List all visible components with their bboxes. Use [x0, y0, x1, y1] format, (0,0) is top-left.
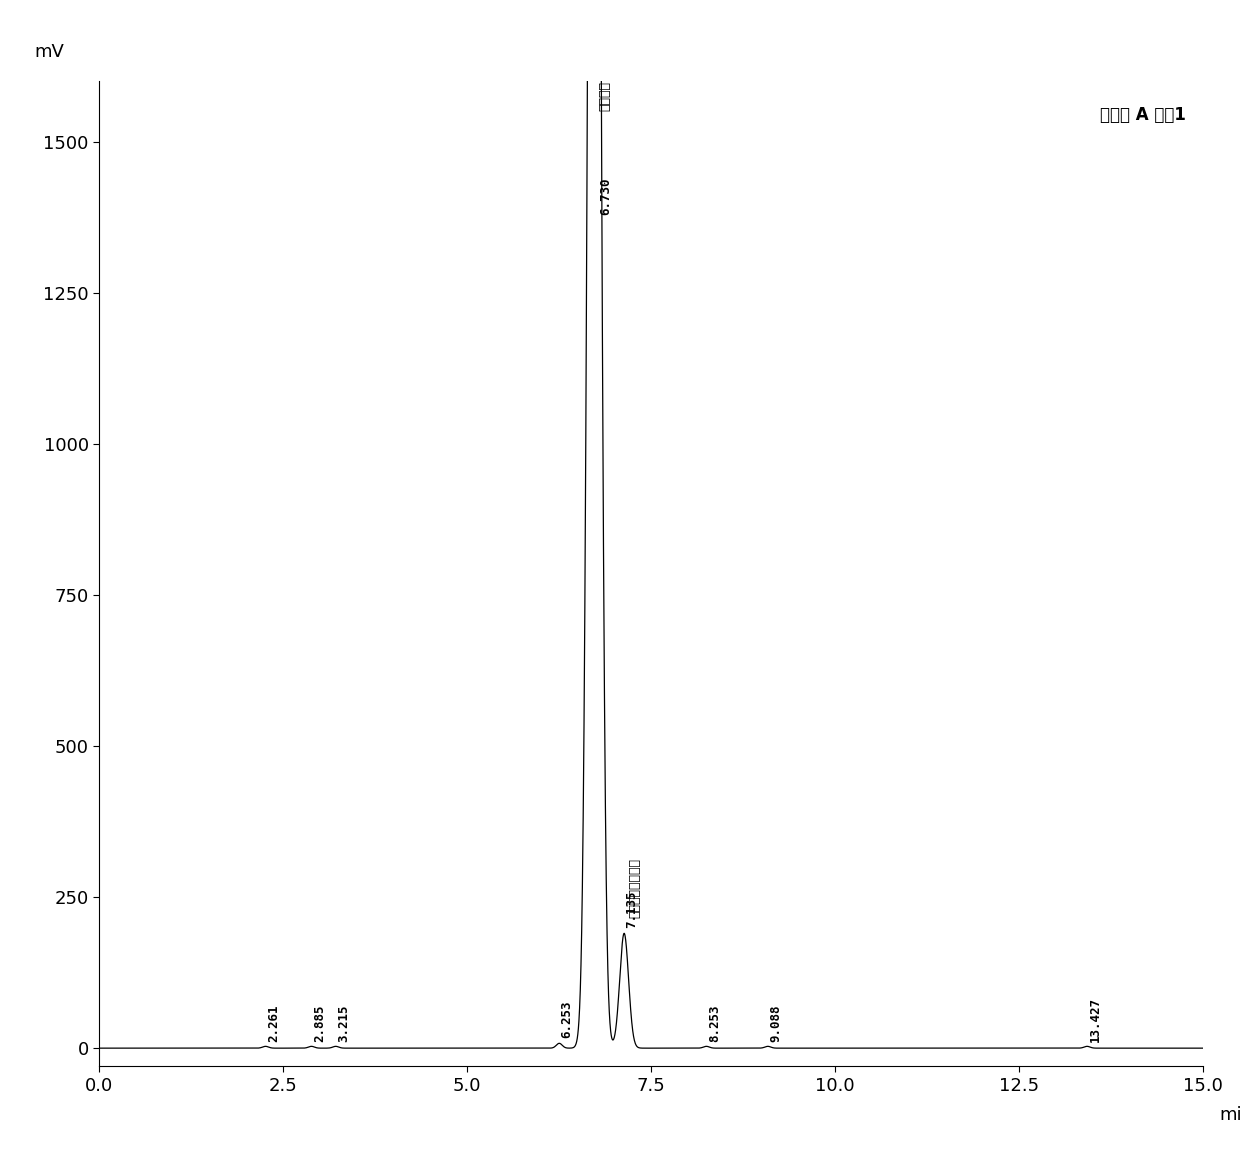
Text: 13.427: 13.427 — [1089, 997, 1101, 1042]
Text: 8.253: 8.253 — [708, 1004, 720, 1042]
Text: 沙丁胺醇: 沙丁胺醇 — [599, 81, 611, 111]
Y-axis label: mV: mV — [35, 43, 64, 61]
X-axis label: min: min — [1219, 1106, 1240, 1124]
Text: 6.253: 6.253 — [560, 1001, 574, 1038]
Text: 沙丁胺醇相关物质: 沙丁胺醇相关物质 — [629, 858, 641, 918]
Text: 9.088: 9.088 — [769, 1004, 782, 1042]
Text: 2.885: 2.885 — [312, 1004, 326, 1042]
Text: 3.215: 3.215 — [337, 1004, 350, 1042]
Text: 7.135: 7.135 — [626, 891, 639, 928]
Text: 6.730: 6.730 — [599, 177, 611, 216]
Text: 检测器 A 通道1: 检测器 A 通道1 — [1100, 105, 1187, 124]
Text: 2.261: 2.261 — [267, 1004, 280, 1042]
